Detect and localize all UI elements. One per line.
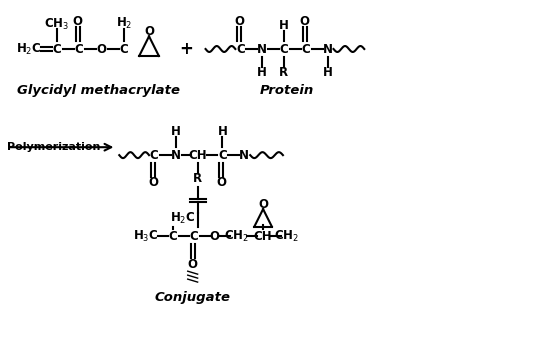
Text: CH: CH	[188, 149, 207, 162]
Text: H$_3$C: H$_3$C	[133, 229, 158, 244]
Text: H$_2$: H$_2$	[116, 16, 133, 31]
Text: H: H	[279, 19, 289, 32]
Text: O: O	[148, 176, 158, 189]
Text: Protein: Protein	[260, 84, 315, 97]
Text: N: N	[322, 43, 333, 56]
Text: N: N	[171, 149, 181, 162]
Text: H$_2$C: H$_2$C	[170, 211, 196, 226]
Text: O: O	[73, 15, 82, 28]
Text: O: O	[300, 15, 310, 28]
Text: C: C	[150, 149, 158, 162]
Text: N: N	[239, 149, 249, 162]
Text: O: O	[96, 43, 106, 56]
Text: CH: CH	[254, 230, 272, 243]
Text: C: C	[74, 43, 83, 56]
Text: C: C	[168, 230, 177, 243]
Text: H: H	[323, 66, 333, 79]
Text: N: N	[257, 43, 267, 56]
Text: O: O	[258, 198, 268, 211]
Text: C: C	[120, 43, 129, 56]
Text: O: O	[144, 25, 154, 38]
Text: H: H	[217, 125, 227, 138]
Text: CH$_3$: CH$_3$	[44, 17, 69, 32]
Text: O: O	[234, 15, 244, 28]
Text: +: +	[179, 40, 192, 58]
Text: O: O	[210, 230, 219, 243]
Text: O: O	[217, 176, 227, 189]
Text: H$_2$C: H$_2$C	[16, 42, 42, 57]
Text: H: H	[171, 125, 181, 138]
Text: Polymerization: Polymerization	[7, 142, 101, 152]
Text: C: C	[279, 43, 288, 56]
Text: C: C	[236, 43, 245, 56]
Text: R: R	[279, 66, 289, 79]
Text: CH$_2$: CH$_2$	[274, 229, 299, 244]
Text: C: C	[189, 230, 198, 243]
Text: C: C	[218, 149, 227, 162]
Text: C: C	[52, 43, 61, 56]
Text: Conjugate: Conjugate	[155, 292, 230, 305]
Text: H: H	[257, 66, 267, 79]
Text: Glycidyl methacrylate: Glycidyl methacrylate	[17, 84, 180, 97]
Text: C: C	[301, 43, 310, 56]
Text: R: R	[193, 173, 202, 186]
Text: CH$_2$: CH$_2$	[224, 229, 249, 244]
Text: O: O	[188, 258, 197, 271]
